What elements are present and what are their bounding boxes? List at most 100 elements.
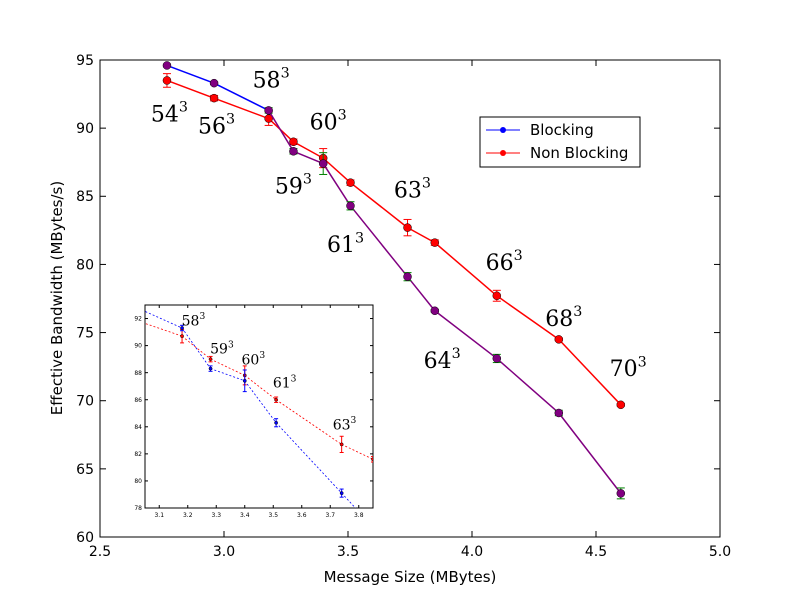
main-line-segment-non-blocking — [434, 242, 498, 297]
main-x-tick-label: 5.0 — [709, 544, 731, 560]
main-point-blocking — [492, 354, 502, 363]
legend-marker-non-blocking — [500, 150, 506, 156]
legend-label-non-blocking: Non Blocking — [530, 144, 628, 162]
main-point-annotation: 703 — [610, 354, 647, 382]
inset-x-tick-label: 3.3 — [211, 512, 221, 519]
main-point-non-blocking — [209, 93, 219, 103]
inset-line-segment-non-blocking — [341, 444, 373, 460]
main-line-segment-blocking — [349, 205, 409, 278]
inset-point-blocking — [339, 491, 344, 495]
main-line-segment-non-blocking — [166, 79, 215, 99]
main-y-tick-label: 95 — [76, 53, 94, 69]
legend-marker-blocking — [500, 127, 506, 133]
main-line-segment-blocking — [558, 412, 622, 494]
main-line-segment-blocking — [213, 82, 269, 112]
inset-x-tick-label: 3.5 — [268, 512, 278, 519]
inset-line-segment-blocking — [181, 327, 211, 369]
inset-line-segment-non-blocking — [275, 399, 342, 445]
inset-plot: 3.1 3.2 3.3 3.4 3.5 3.6 3.7 3.8 78 80 82 84 86 88 90 92… — [134, 304, 374, 519]
main-line-segment-non-blocking — [350, 182, 408, 229]
main-point-annotation: 563 — [198, 112, 235, 140]
inset-point-non-blocking — [339, 442, 344, 447]
main-x-tick-label: 2.5 — [89, 544, 111, 560]
main-x-tick-label: 3.5 — [337, 544, 359, 560]
inset-point-blocking — [208, 366, 213, 371]
inset-point-annotation: 583 — [182, 312, 206, 329]
inset-line-segment-blocking — [275, 422, 342, 494]
main-point-blocking — [403, 272, 412, 281]
legend-label-blocking: Blocking — [530, 121, 594, 139]
inset-line-segment-blocking — [244, 380, 277, 423]
main-point-non-blocking — [403, 223, 412, 232]
inset-point-blocking — [180, 326, 184, 330]
main-series-group — [162, 61, 626, 500]
main-point-non-blocking — [430, 238, 440, 247]
inset-line-segment-non-blocking — [244, 375, 277, 401]
main-point-blocking — [318, 159, 328, 168]
main-point-non-blocking — [289, 137, 298, 147]
inset-plot-area — [144, 304, 374, 509]
inset-point-blocking — [274, 420, 278, 425]
main-y-tick-label: 80 — [76, 257, 94, 273]
inset-series-group — [145, 310, 373, 508]
main-point-annotation: 583 — [253, 65, 290, 93]
main-point-annotation: 683 — [545, 304, 582, 332]
inset-point-annotation: 593 — [210, 340, 234, 357]
main-point-annotation: 643 — [424, 346, 461, 374]
inset-line-segment-non-blocking — [145, 322, 183, 337]
inset-x-tick-label: 3.7 — [325, 512, 335, 519]
inset-point-non-blocking — [180, 334, 184, 338]
main-point-annotation: 613 — [327, 230, 364, 258]
inset-line-segment-blocking — [145, 310, 183, 329]
inset-point-non-blocking — [371, 457, 373, 462]
main-line-segment-non-blocking — [558, 338, 622, 406]
main-point-non-blocking — [554, 335, 564, 344]
main-point-annotation: 663 — [486, 248, 523, 276]
main-point-annotation: 593 — [275, 172, 312, 200]
main-point-blocking — [209, 78, 219, 88]
main-x-tick-label: 4.0 — [461, 544, 483, 560]
main-line-segment-blocking — [293, 150, 324, 165]
inset-y-tick-label: 84 — [134, 424, 142, 431]
main-line-segment-blocking — [267, 110, 295, 152]
main-y-tick-label: 65 — [76, 462, 94, 478]
inset-y-tick-label: 88 — [134, 370, 142, 377]
inset-point-blocking — [242, 378, 247, 383]
inset-point-annotation: 603 — [241, 351, 265, 368]
main-line-segment-non-blocking — [407, 226, 436, 244]
main-line-segment-non-blocking — [213, 97, 269, 120]
main-y-tick-label: 60 — [76, 530, 94, 546]
x-axis-label: Message Size (MBytes) — [324, 568, 497, 586]
main-y-tick-label: 90 — [76, 121, 94, 137]
main-line-segment-blocking — [434, 310, 498, 360]
inset-point-annotation: 633 — [333, 416, 357, 433]
inset-y-tick-label: 86 — [134, 397, 142, 404]
legend-box — [479, 116, 641, 168]
main-plot: 2.5 3.0 3.5 4.0 4.5 5.0 60 65 70 75 80 85 90 95 543 563… — [76, 53, 731, 560]
main-x-tick-label: 3.0 — [213, 544, 235, 560]
main-line-segment-blocking — [166, 64, 215, 84]
main-line-segment-non-blocking — [322, 157, 351, 184]
main-line-segment-blocking — [406, 276, 436, 312]
main-x-tick-label: 4.5 — [585, 544, 607, 560]
main-point-blocking — [289, 147, 298, 156]
main-line-segment-blocking — [322, 163, 352, 207]
inset-x-tick-label: 3.1 — [154, 512, 164, 519]
inset-point-annotation: 613 — [273, 374, 297, 391]
main-point-blocking — [264, 106, 273, 115]
main-point-blocking — [616, 489, 626, 498]
legend: Blocking Non Blocking — [479, 116, 641, 168]
main-point-annotation: 603 — [310, 108, 347, 136]
inset-x-tick-label: 3.2 — [183, 512, 193, 519]
inset-y-tick-label: 92 — [134, 316, 142, 323]
inset-y-tick-label: 90 — [134, 343, 142, 350]
inset-y-tick-label: 80 — [134, 478, 142, 485]
main-line-segment-non-blocking — [293, 141, 324, 159]
inset-x-tick-label: 3.8 — [354, 512, 364, 519]
y-axis-label: Effective Bandwidth (MBytes/s) — [48, 181, 66, 415]
inset-y-tick-label: 78 — [134, 505, 142, 512]
inset-point-non-blocking — [274, 397, 278, 402]
main-point-blocking — [430, 306, 440, 316]
main-line-segment-blocking — [496, 357, 560, 414]
